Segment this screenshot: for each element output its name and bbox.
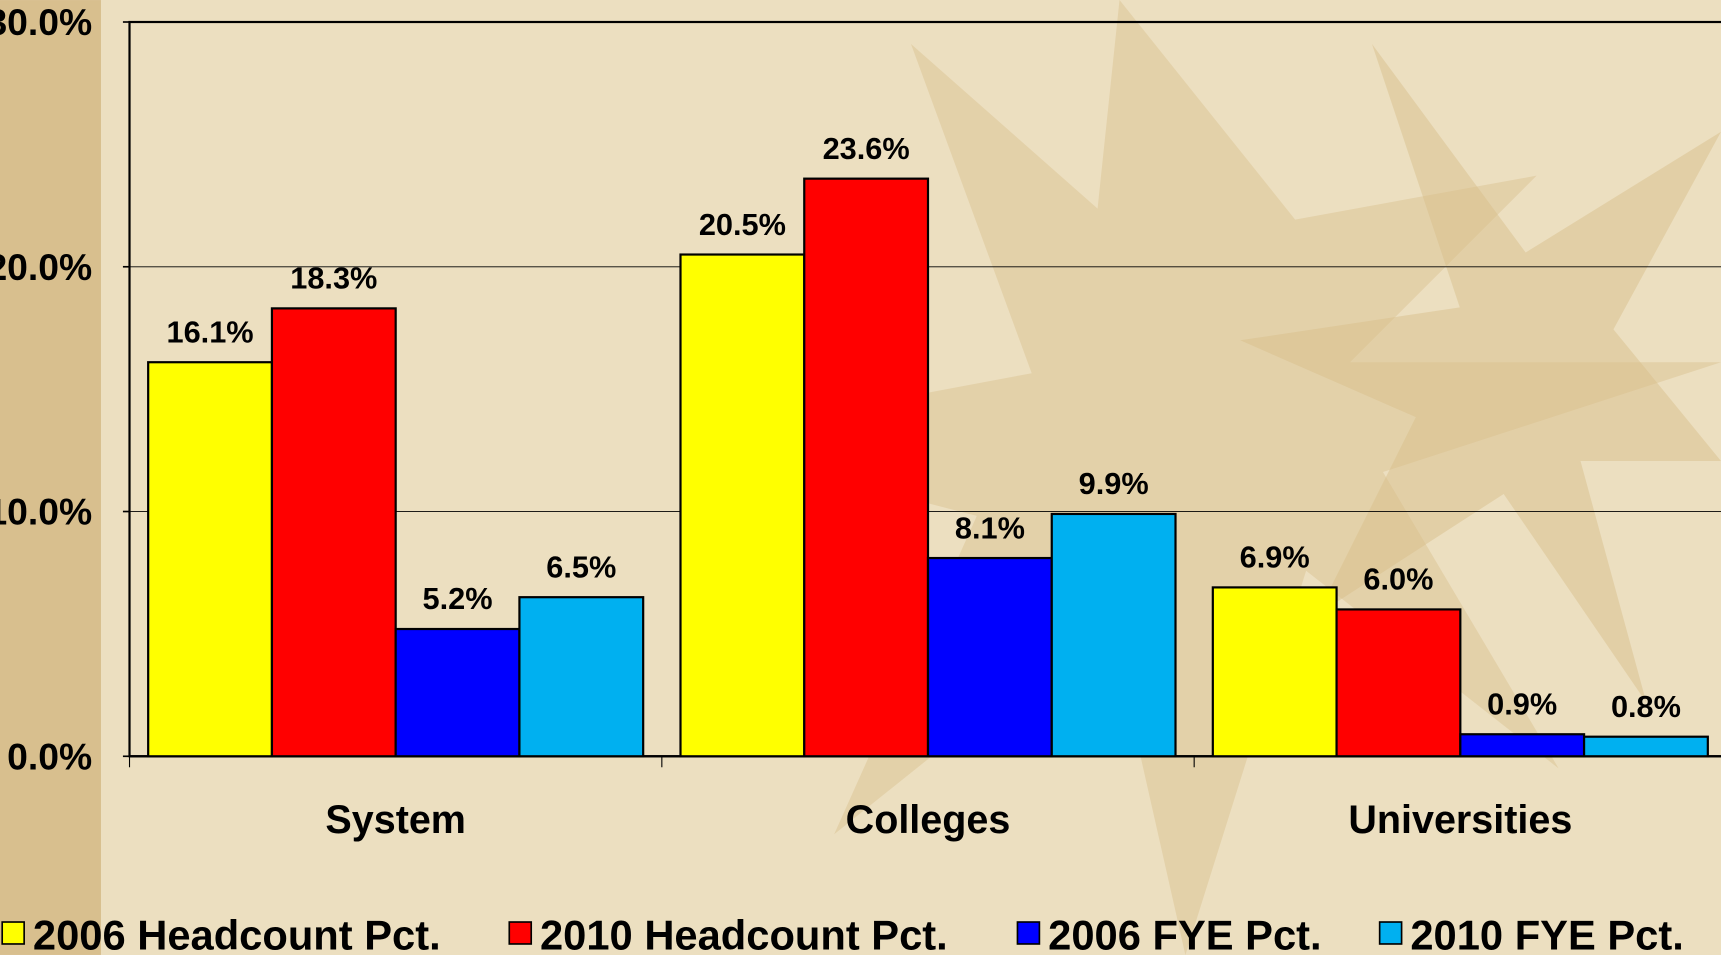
value-label: 6.5% — [546, 549, 616, 584]
legend-label: 2006 FYE Pct. — [1048, 911, 1321, 955]
value-label: 6.9% — [1240, 540, 1310, 575]
value-label: 0.8% — [1611, 689, 1681, 724]
bar — [147, 361, 274, 758]
value-label: 9.9% — [1079, 466, 1149, 501]
y-tick-label: 0.0% — [7, 735, 92, 777]
legend-swatch — [1, 921, 25, 945]
bar — [679, 253, 806, 758]
bar — [1211, 586, 1338, 758]
value-label: 8.1% — [955, 510, 1025, 545]
value-label: 5.2% — [423, 581, 493, 616]
y-tick-label: 30.0% — [0, 1, 92, 43]
x-tick-label: Colleges — [846, 798, 1011, 842]
y-tick-label: 20.0% — [0, 246, 92, 288]
legend-label: 2006 Headcount Pct. — [33, 911, 441, 955]
value-label: 23.6% — [823, 131, 910, 166]
bar — [803, 177, 930, 758]
legend-swatch — [1378, 921, 1403, 945]
bar — [926, 556, 1053, 758]
bar — [1459, 733, 1586, 758]
value-label: 16.1% — [166, 314, 253, 349]
value-label: 0.9% — [1487, 686, 1557, 721]
x-tick-label: System — [325, 798, 466, 842]
bar — [394, 627, 521, 758]
legend-label: 2010 FYE Pct. — [1410, 911, 1683, 955]
legend-swatch — [1016, 921, 1041, 945]
bar — [270, 307, 397, 758]
value-label: 20.5% — [699, 207, 786, 242]
value-label: 6.0% — [1363, 562, 1433, 597]
legend-swatch — [508, 921, 533, 945]
value-label: 18.3% — [290, 261, 377, 296]
bar — [1582, 735, 1709, 758]
y-tick-label: 10.0% — [0, 491, 92, 533]
bar — [1335, 608, 1462, 758]
x-tick-label: Universities — [1348, 798, 1572, 842]
bar — [518, 596, 645, 758]
bar — [1050, 512, 1177, 758]
legend-label: 2010 Headcount Pct. — [540, 911, 948, 955]
